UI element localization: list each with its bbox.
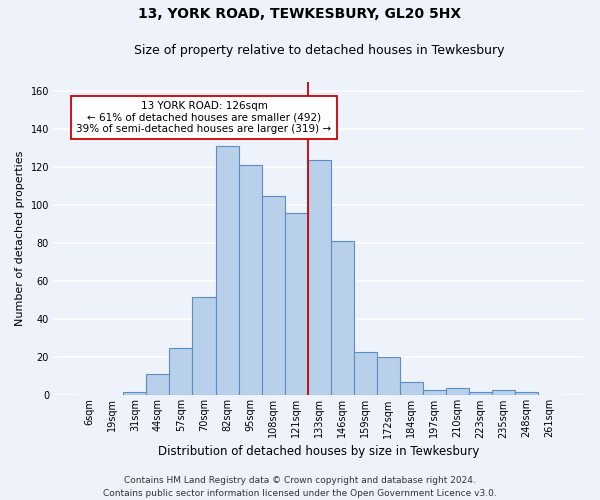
Bar: [377, 358, 400, 396]
Bar: [353, 352, 377, 396]
Bar: [284, 213, 308, 396]
Bar: [124, 392, 146, 396]
Bar: [239, 166, 262, 396]
Text: Contains HM Land Registry data © Crown copyright and database right 2024.
Contai: Contains HM Land Registry data © Crown c…: [103, 476, 497, 498]
Bar: [262, 196, 284, 396]
Text: 13 YORK ROAD: 126sqm
← 61% of detached houses are smaller (492)
39% of semi-deta: 13 YORK ROAD: 126sqm ← 61% of detached h…: [76, 101, 332, 134]
Bar: [492, 390, 515, 396]
Bar: [308, 160, 331, 396]
Bar: [331, 242, 353, 396]
Y-axis label: Number of detached properties: Number of detached properties: [15, 151, 25, 326]
Bar: [169, 348, 193, 396]
Bar: [515, 392, 538, 396]
X-axis label: Distribution of detached houses by size in Tewkesbury: Distribution of detached houses by size …: [158, 444, 480, 458]
Text: 13, YORK ROAD, TEWKESBURY, GL20 5HX: 13, YORK ROAD, TEWKESBURY, GL20 5HX: [139, 8, 461, 22]
Bar: [400, 382, 423, 396]
Title: Size of property relative to detached houses in Tewkesbury: Size of property relative to detached ho…: [134, 44, 505, 57]
Bar: [215, 146, 239, 396]
Bar: [193, 296, 215, 396]
Bar: [423, 390, 446, 396]
Bar: [469, 392, 492, 396]
Bar: [446, 388, 469, 396]
Bar: [146, 374, 169, 396]
